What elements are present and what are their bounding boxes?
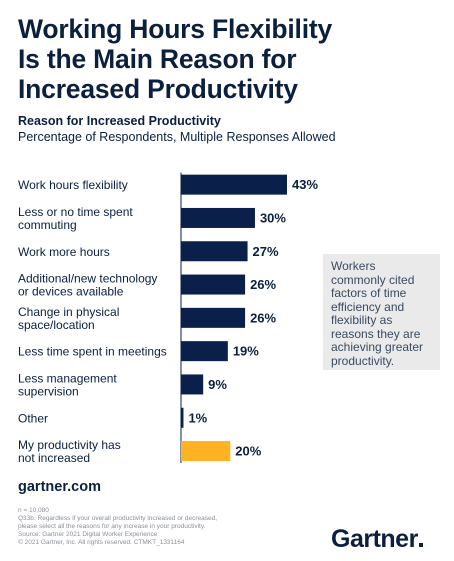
bar (181, 207, 255, 228)
data-label: 30% (260, 210, 286, 225)
footnote-line: n = 10,080 (18, 507, 49, 514)
title-line: Working Hours Flexibility (18, 14, 333, 44)
gartner-logo: Gartner (331, 525, 423, 554)
callout-line: Workers (331, 259, 376, 273)
data-label: 26% (250, 277, 276, 292)
data-label: 27% (253, 244, 279, 259)
bar (181, 241, 248, 262)
bar (181, 441, 231, 462)
footnotes: n = 10,080 Q33b. Regardless if your over… (18, 507, 217, 547)
callout-line: factors of time (331, 286, 407, 300)
category-label-line: supervision (18, 384, 79, 398)
data-label: 26% (250, 310, 276, 325)
data-label: 43% (292, 177, 318, 192)
category-label-line: Less management (18, 371, 117, 385)
page-title: Working Hours Flexibility Is the Main Re… (18, 14, 438, 104)
bar (181, 274, 246, 295)
category-label-line: Additional/new technology (18, 272, 157, 286)
category-label: Less or no time spent commuting (18, 205, 133, 232)
footnote-line: please select all the reasons for any in… (18, 523, 206, 530)
bar (181, 407, 184, 428)
title-line: Increased Productivity (18, 74, 298, 104)
callout-line: commonly cited (331, 272, 415, 287)
category-label: Change in physical space/location (18, 305, 119, 332)
category-label: Other (18, 411, 48, 425)
category-label-line: Work more hours (18, 245, 110, 259)
category-label-line: not increased (18, 451, 90, 465)
callout-line: achieving greater (331, 340, 424, 354)
callout-line: productivity. (331, 353, 395, 368)
bar-chart: 43% Work hours flexibility 30% Less or no t… (18, 172, 318, 465)
category-label-line: Less time spent in meetings (18, 345, 167, 359)
footnote-line: © 2021 Gartner, Inc. All rights reserved… (18, 539, 185, 546)
title-line: Is the Main Reason for (18, 44, 297, 74)
category-label: Less time spent in meetings (18, 345, 167, 359)
logo-dot-icon (418, 543, 423, 547)
bar (181, 174, 287, 195)
category-label-line: space/location (18, 318, 95, 332)
category-label: Work hours flexibility (18, 178, 128, 192)
callout-line: efficiency and (331, 299, 405, 314)
website-link[interactable]: gartner.com (18, 479, 101, 495)
data-label: 19% (233, 344, 259, 359)
callout-line: reasons they are (331, 326, 421, 341)
data-label: 9% (208, 377, 227, 392)
category-label-line: My productivity has (18, 438, 121, 452)
category-label-line: commuting (18, 218, 77, 232)
category-label: My productivity has not increased (18, 438, 121, 465)
category-label-line: Other (18, 411, 48, 425)
callout-line: flexibility as (331, 313, 393, 327)
category-label: Additional/new technology or devices avai… (18, 272, 157, 299)
category-label-line: Work hours flexibility (18, 178, 128, 192)
bar (181, 307, 246, 328)
category-label-line: or devices available (18, 285, 124, 299)
logo-text: Gartner (331, 525, 418, 553)
data-label: 20% (235, 444, 261, 459)
category-label: Work more hours (18, 245, 110, 259)
bar (181, 341, 228, 362)
bar (181, 374, 204, 395)
category-label: Less management supervision (18, 371, 117, 398)
chart-subtitle: Percentage of Respondents, Multiple Resp… (18, 130, 336, 144)
category-label-line: Change in physical (18, 305, 119, 319)
footnote-line: Q33b. Regardless if your overall product… (18, 515, 218, 522)
category-label-line: Less or no time spent (18, 205, 133, 219)
footnote-line: Source: Gartner 2021 Digital Worker Expe… (18, 531, 158, 538)
data-label: 1% (188, 410, 207, 425)
callout-box: Workers commonly cited factors of time e… (323, 254, 440, 370)
chart-title: Reason for Increased Productivity (18, 114, 221, 128)
